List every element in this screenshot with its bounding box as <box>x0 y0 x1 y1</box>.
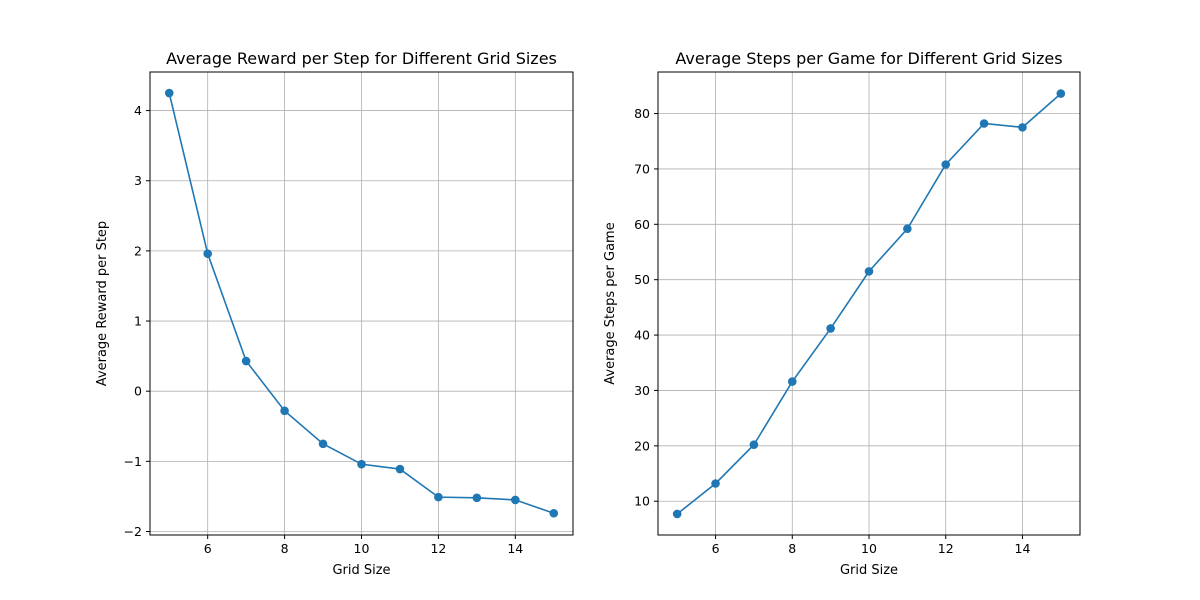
data-point <box>164 88 174 98</box>
data-point <box>472 493 482 503</box>
y-tick-label: 70 <box>634 161 650 176</box>
y-tick-label: 4 <box>134 103 142 118</box>
data-point <box>434 492 443 502</box>
x-tick-label: 6 <box>204 541 212 556</box>
x-axis-label: Grid Size <box>332 563 390 578</box>
y-tick-label: −1 <box>124 454 142 469</box>
y-tick-label: 0 <box>134 384 142 399</box>
data-point <box>979 119 989 128</box>
data-point <box>203 249 212 258</box>
y-tick-label: 80 <box>634 106 650 121</box>
y-tick-label: 3 <box>134 173 142 188</box>
data-point <box>241 356 251 366</box>
x-tick-label: 8 <box>281 541 289 556</box>
y-tick-label: 40 <box>634 328 650 343</box>
y-axis-label: Average Steps per Game <box>603 222 618 384</box>
data-point <box>1056 89 1066 98</box>
x-tick-label: 14 <box>507 541 523 556</box>
data-point <box>787 377 797 386</box>
data-point <box>941 160 951 169</box>
x-tick-label: 6 <box>712 541 720 556</box>
data-point <box>357 459 366 469</box>
x-tick-label: 12 <box>938 541 954 556</box>
x-tick-label: 8 <box>788 541 796 556</box>
data-point <box>395 464 405 474</box>
data-point <box>864 267 874 276</box>
y-tick-label: 10 <box>634 494 650 509</box>
y-axis-label: Average Reward per Step <box>95 221 110 386</box>
x-tick-label: 12 <box>430 541 446 556</box>
data-point <box>749 440 759 450</box>
x-tick-label: 14 <box>1015 541 1031 556</box>
y-tick-label: 2 <box>134 243 142 258</box>
data-point <box>318 439 328 449</box>
data-point <box>511 495 520 505</box>
y-tick-label: 50 <box>634 272 650 287</box>
chart-title: Average Steps per Game for Different Gri… <box>675 49 1062 68</box>
data-point <box>826 324 835 333</box>
x-axis-label: Grid Size <box>840 563 898 578</box>
y-tick-label: −2 <box>124 524 142 539</box>
y-tick-label: 60 <box>634 217 650 232</box>
chart-title: Average Reward per Step for Different Gr… <box>166 49 557 68</box>
y-tick-label: 20 <box>634 438 650 453</box>
data-point <box>549 508 559 518</box>
y-tick-label: 30 <box>634 383 650 398</box>
x-tick-label: 10 <box>354 541 370 556</box>
y-tick-label: 1 <box>134 314 142 329</box>
data-point <box>903 224 912 234</box>
chart-2: 6 8 10 12 14 10 20 30 40 50 60 70 80 Average Steps pe… <box>603 49 1081 578</box>
data-point <box>280 406 289 416</box>
data-point <box>1018 123 1027 132</box>
data-point <box>711 479 720 488</box>
x-tick-label: 10 <box>861 541 877 556</box>
data-point <box>672 509 682 519</box>
